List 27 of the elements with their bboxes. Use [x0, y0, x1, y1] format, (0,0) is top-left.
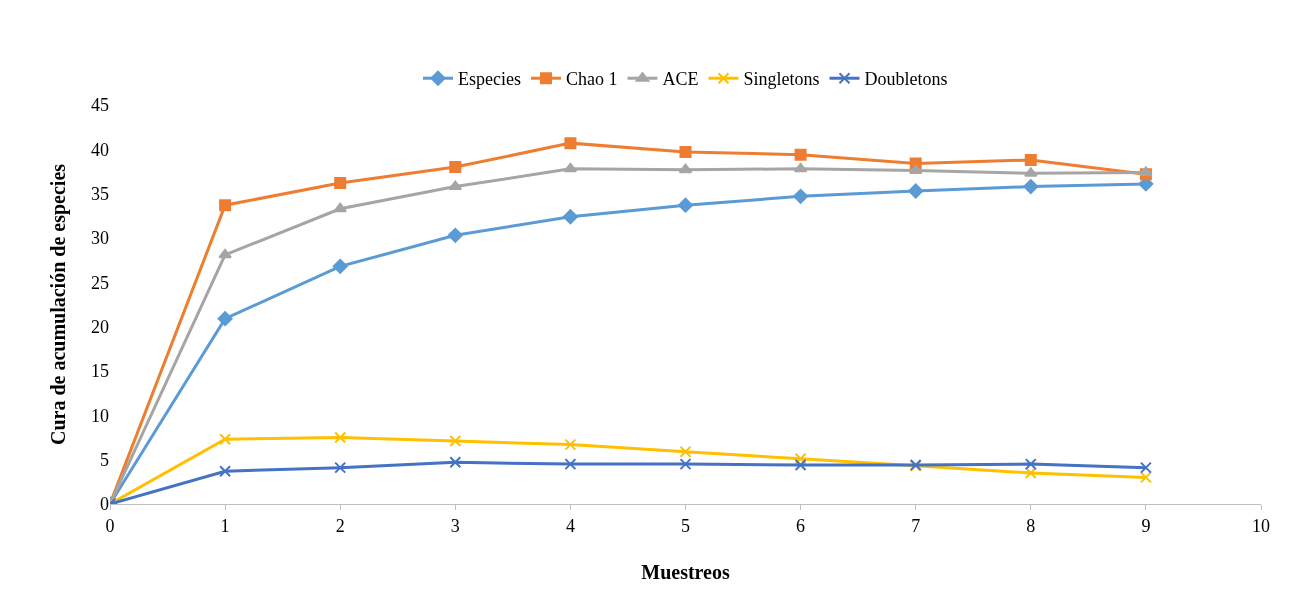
y-tick-label: 20: [91, 316, 109, 337]
x-tick-label: 9: [1141, 515, 1151, 536]
y-tick-label: 35: [91, 183, 109, 204]
x-tick-label: 7: [911, 515, 921, 536]
legend-label: Doubletons: [864, 69, 948, 90]
x-tick-label: 4: [565, 515, 575, 536]
x-tick-label: 5: [681, 515, 690, 536]
y-tick-label: 45: [91, 95, 109, 116]
x-tick-label: 10: [1252, 515, 1270, 536]
x-tick-label: 3: [450, 515, 460, 536]
x-axis-title: Muestreos: [641, 561, 730, 584]
x-tick-label: 6: [796, 515, 806, 536]
y-tick-label: 10: [91, 405, 109, 426]
x-tick-label: 8: [1026, 515, 1036, 536]
x-tick-label: 2: [335, 515, 345, 536]
y-tick-label: 25: [91, 272, 109, 293]
y-axis-title: Cura de acumulación de especies: [46, 163, 70, 446]
y-tick-label: 30: [91, 228, 109, 249]
x-tick-label: 1: [220, 515, 230, 536]
y-tick-label: 15: [91, 361, 109, 382]
y-tick-label: 40: [91, 139, 109, 160]
y-tick-label: 5: [100, 449, 109, 470]
legend-label: Chao 1: [565, 69, 618, 90]
legend-label: Singletons: [743, 69, 820, 90]
legend-label: Especies: [458, 69, 521, 90]
y-tick-label: 0: [100, 494, 109, 515]
legend-label: ACE: [662, 69, 699, 90]
